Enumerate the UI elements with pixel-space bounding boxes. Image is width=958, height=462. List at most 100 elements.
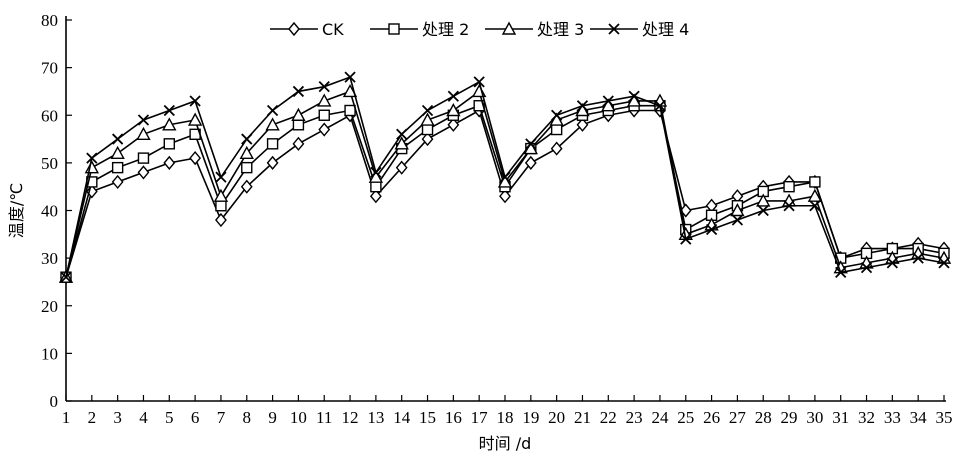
series-point <box>809 200 821 212</box>
series-point <box>835 266 847 279</box>
x-tick-label: 17 <box>471 408 489 427</box>
series-point <box>292 136 305 151</box>
y-tick-label: 50 <box>41 154 58 173</box>
series-point <box>730 203 745 217</box>
y-tick-label: 30 <box>41 249 58 268</box>
series-point <box>215 212 227 228</box>
series-point <box>912 252 924 264</box>
x-tick-label: 30 <box>806 408 823 427</box>
series-point <box>136 126 151 141</box>
x-tick-label: 18 <box>497 408 514 427</box>
series-point <box>162 117 177 131</box>
series-point <box>187 112 203 126</box>
x-tick-label: 32 <box>858 408 875 427</box>
x-tick-label: 19 <box>522 408 539 427</box>
series-point <box>292 119 305 131</box>
x-tick-label: 8 <box>243 408 252 427</box>
legend-item: 处理 4 <box>590 20 689 39</box>
series-point <box>394 136 409 150</box>
axes <box>65 16 946 402</box>
x-tick-label: 1 <box>62 408 71 427</box>
series-point <box>370 180 382 193</box>
series-point <box>239 145 254 160</box>
series-point <box>213 188 229 202</box>
legend-marker <box>501 21 517 35</box>
series-point <box>807 188 823 202</box>
x-tick-label: 28 <box>755 408 772 427</box>
series-point <box>370 166 382 179</box>
series-point <box>266 104 279 117</box>
x-tick-label: 5 <box>165 408 174 427</box>
x-tick-label: 27 <box>729 408 747 427</box>
x-tick-label: 31 <box>832 408 849 427</box>
series-point <box>447 117 460 132</box>
x-tick-label: 29 <box>781 408 798 427</box>
series-point <box>421 104 434 117</box>
series-point <box>576 100 589 112</box>
series-point <box>215 171 227 183</box>
series-point <box>602 95 614 107</box>
y-tick-label: 80 <box>41 11 58 30</box>
series-point <box>291 107 306 121</box>
y-tick-label: 0 <box>50 392 59 411</box>
x-tick-label: 13 <box>367 408 384 427</box>
legend-label: 处理 4 <box>642 20 689 39</box>
series-point <box>938 257 950 269</box>
x-ticks: 1 2 3 4 5 6 7 8 9 10 11 12 13 14 15 16 17 18 19 20 21 22 23 24 2… <box>62 395 953 427</box>
x-tick-label: 2 <box>88 408 97 427</box>
x-tick-label: 20 <box>548 408 565 427</box>
x-tick-label: 15 <box>419 408 436 427</box>
series-point <box>241 161 253 174</box>
x-tick-label: 25 <box>677 408 694 427</box>
x-tick-label: 26 <box>703 408 720 427</box>
series-point <box>110 145 125 160</box>
series-point <box>783 180 795 193</box>
legend-marker <box>288 21 300 37</box>
series-point <box>499 189 511 204</box>
series-point <box>395 160 408 175</box>
series-point <box>163 104 175 117</box>
y-ticks: 0 10 20 30 40 50 60 70 80 <box>41 11 72 411</box>
x-tick-label: 35 <box>936 408 953 427</box>
x-tick-label: 21 <box>574 408 591 427</box>
series-point <box>266 138 279 150</box>
x-tick-label: 10 <box>290 408 307 427</box>
x-tick-label: 14 <box>393 408 411 427</box>
series-point <box>756 193 771 207</box>
series-point <box>215 200 227 212</box>
x-tick-label: 33 <box>884 408 901 427</box>
series-point <box>189 151 202 166</box>
series-point <box>550 141 563 156</box>
series-point <box>240 179 253 194</box>
series-point <box>189 95 201 107</box>
series-point <box>783 200 795 212</box>
series-point <box>265 117 280 131</box>
series-point <box>318 109 330 121</box>
series-point <box>163 138 175 150</box>
series-point <box>809 176 821 188</box>
series-point <box>111 174 124 190</box>
series-point <box>292 85 305 98</box>
series-point <box>679 203 692 218</box>
series-point <box>344 104 356 117</box>
y-tick-label: 20 <box>41 297 58 316</box>
x-tick-label: 24 <box>651 408 669 427</box>
series-point <box>112 133 124 145</box>
x-tick-label: 22 <box>600 408 617 427</box>
series-point <box>551 109 563 121</box>
series-point <box>86 152 98 164</box>
series-point <box>524 155 537 170</box>
series-point <box>705 223 718 236</box>
series-point <box>731 214 744 226</box>
series-point <box>137 152 150 164</box>
x-tick-label: 11 <box>316 408 332 427</box>
y-tick-label: 10 <box>41 344 58 363</box>
legend-marker <box>608 23 620 35</box>
y-tick-label: 70 <box>41 59 58 78</box>
series-point <box>473 76 485 88</box>
x-tick-label: 4 <box>139 408 148 427</box>
x-tick-label: 23 <box>626 408 643 427</box>
series-point <box>757 204 769 217</box>
series-point <box>396 128 408 140</box>
